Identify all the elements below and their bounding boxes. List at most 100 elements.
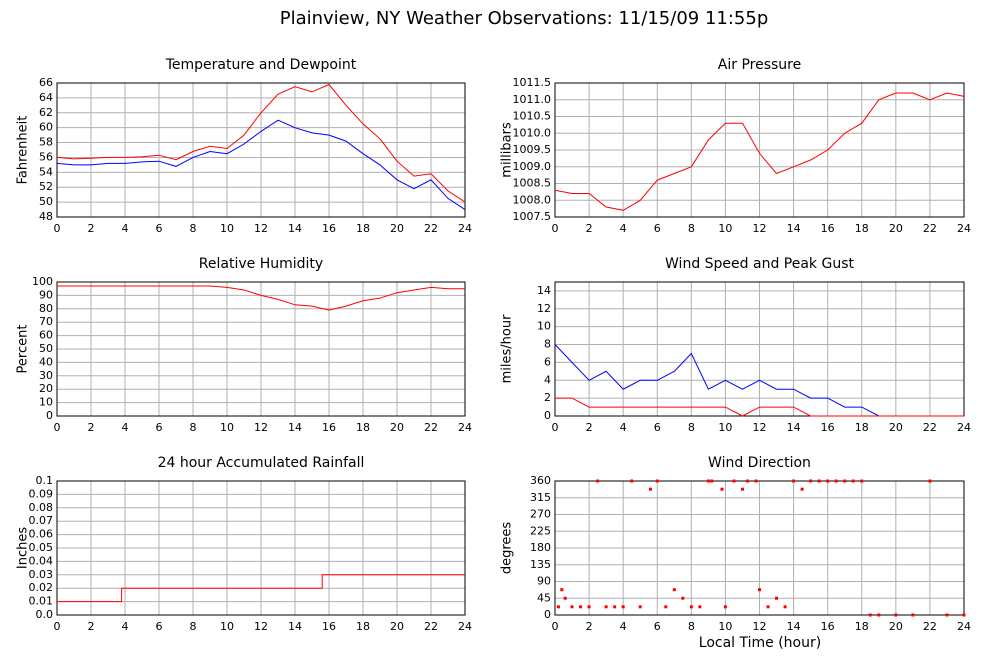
y-tick-label: 1011.5 (513, 76, 552, 89)
x-tick-label: 14 (787, 620, 801, 633)
y-tick-label: 64 (39, 91, 53, 104)
y-tick-label: 30 (39, 369, 53, 382)
x-tick-label: 22 (923, 421, 937, 434)
data-point (732, 479, 736, 483)
chart-title: Wind Direction (708, 455, 811, 471)
data-point (664, 605, 668, 609)
page-title: Plainview, NY Weather Observations: 11/1… (280, 8, 769, 29)
x-tick-label: 20 (390, 421, 404, 434)
y-tick-label: 135 (530, 558, 551, 571)
data-point (613, 605, 617, 609)
x-tick-label: 8 (688, 620, 695, 633)
y-tick-label: 0 (46, 409, 53, 422)
y-tick-label: 20 (39, 382, 53, 395)
y-axis-label: degrees (500, 522, 515, 575)
data-line (57, 574, 465, 603)
data-point (868, 613, 872, 617)
data-point (570, 605, 574, 609)
x-tick-label: 4 (620, 222, 627, 235)
x-tick-label: 20 (889, 222, 903, 235)
x-tick-label: 2 (88, 421, 95, 434)
y-tick-label: 1010.5 (513, 110, 552, 123)
data-point (720, 487, 724, 491)
x-tick-label: 18 (356, 222, 370, 235)
x-tick-label: 2 (88, 620, 95, 633)
x-tick-label: 18 (855, 421, 869, 434)
x-tick-label: 24 (957, 222, 971, 235)
x-tick-label: 18 (356, 620, 370, 633)
data-point (766, 605, 770, 609)
x-tick-label: 20 (889, 421, 903, 434)
y-tick-label: 0.06 (29, 528, 54, 541)
y-tick-label: 0.03 (29, 568, 54, 581)
data-point (563, 596, 567, 600)
x-axis-label: Local Time (hour) (699, 635, 821, 651)
x-tick-label: 6 (156, 620, 163, 633)
data-point (604, 605, 608, 609)
y-tick-label: 56 (39, 150, 53, 163)
y-tick-label: 100 (32, 275, 53, 288)
x-tick-label: 0 (552, 620, 559, 633)
y-tick-label: 50 (39, 342, 53, 355)
data-point (851, 479, 855, 483)
y-tick-label: 0.04 (29, 554, 54, 567)
y-tick-label: 54 (39, 165, 53, 178)
plot-frame (56, 82, 466, 218)
plot-frame (554, 82, 965, 218)
chart-title: Wind Speed and Peak Gust (665, 256, 854, 272)
x-tick-label: 8 (190, 620, 197, 633)
chart-title: 24 hour Accumulated Rainfall (158, 455, 365, 471)
data-point (746, 479, 750, 483)
y-tick-label: 1008.5 (513, 177, 552, 190)
x-tick-label: 0 (54, 421, 61, 434)
x-tick-label: 22 (923, 620, 937, 633)
y-tick-label: 8 (544, 338, 551, 351)
data-point (928, 479, 932, 483)
y-tick-label: 0 (544, 608, 551, 621)
x-tick-label: 20 (390, 222, 404, 235)
y-tick-label: 225 (530, 524, 551, 537)
x-tick-label: 22 (923, 222, 937, 235)
x-tick-label: 16 (821, 421, 835, 434)
plot-frame (56, 480, 466, 616)
y-tick-label: 1009.0 (513, 160, 552, 173)
data-point (962, 613, 966, 617)
data-point (710, 479, 714, 483)
y-tick-label: 1008.0 (513, 193, 552, 206)
plot-frame (56, 281, 466, 417)
x-tick-label: 10 (718, 620, 732, 633)
x-tick-label: 16 (322, 222, 336, 235)
x-tick-label: 24 (957, 421, 971, 434)
x-tick-label: 14 (787, 421, 801, 434)
chart-title: Relative Humidity (199, 256, 323, 272)
data-point (775, 596, 779, 600)
x-tick-label: 24 (957, 620, 971, 633)
data-point (672, 588, 676, 592)
y-tick-label: 270 (530, 508, 551, 521)
y-tick-label: 2 (544, 391, 551, 404)
data-point (689, 605, 693, 609)
x-tick-label: 10 (220, 222, 234, 235)
data-line (56, 119, 466, 211)
x-tick-label: 16 (821, 620, 835, 633)
x-tick-label: 14 (288, 421, 302, 434)
x-tick-label: 14 (288, 620, 302, 633)
data-point (860, 479, 864, 483)
y-tick-label: 60 (39, 121, 53, 134)
x-tick-label: 6 (654, 421, 661, 434)
x-tick-label: 6 (654, 222, 661, 235)
x-tick-label: 0 (552, 222, 559, 235)
x-tick-label: 2 (586, 421, 593, 434)
plot-frame (554, 281, 965, 417)
y-tick-label: 1009.5 (513, 143, 552, 156)
data-point (638, 605, 642, 609)
data-point (587, 605, 591, 609)
data-point (740, 487, 744, 491)
y-tick-label: 0.09 (29, 487, 54, 500)
x-tick-label: 10 (718, 421, 732, 434)
y-tick-label: 0.01 (29, 595, 54, 608)
x-tick-label: 8 (688, 222, 695, 235)
x-tick-label: 2 (88, 222, 95, 235)
data-point (834, 479, 838, 483)
